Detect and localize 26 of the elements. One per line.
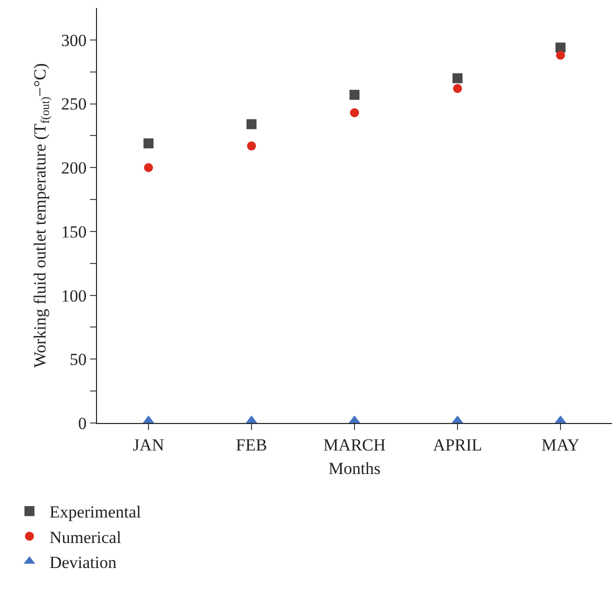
x-axis-title: Months (328, 458, 380, 478)
point (556, 42, 566, 53)
x-tick-label: MARCH (323, 435, 386, 454)
legend-label: Experimental (49, 502, 142, 522)
x-tick-label: APRIL (432, 435, 482, 454)
point (350, 108, 359, 118)
y-tick-label: 50 (70, 350, 87, 370)
point (452, 73, 462, 84)
y-tick-label: 250 (61, 94, 87, 114)
x-tick-label: MAY (541, 435, 580, 454)
legend-label: Deviation (49, 552, 117, 572)
y-tick-label: 100 (61, 286, 87, 306)
point (144, 138, 154, 148)
point (453, 84, 462, 93)
point (350, 90, 360, 100)
point (246, 119, 256, 130)
legend-label: Numerical (49, 528, 122, 547)
y-tick-label: 300 (61, 30, 87, 50)
y-tick-label: 0 (78, 414, 87, 433)
point (247, 141, 256, 150)
point (556, 50, 565, 60)
x-tick-label: JAN (132, 435, 164, 454)
y-tick-label: 150 (61, 222, 87, 242)
point (144, 163, 153, 172)
x-tick-label: FEB (236, 435, 268, 454)
y-tick-label: 200 (61, 158, 87, 178)
